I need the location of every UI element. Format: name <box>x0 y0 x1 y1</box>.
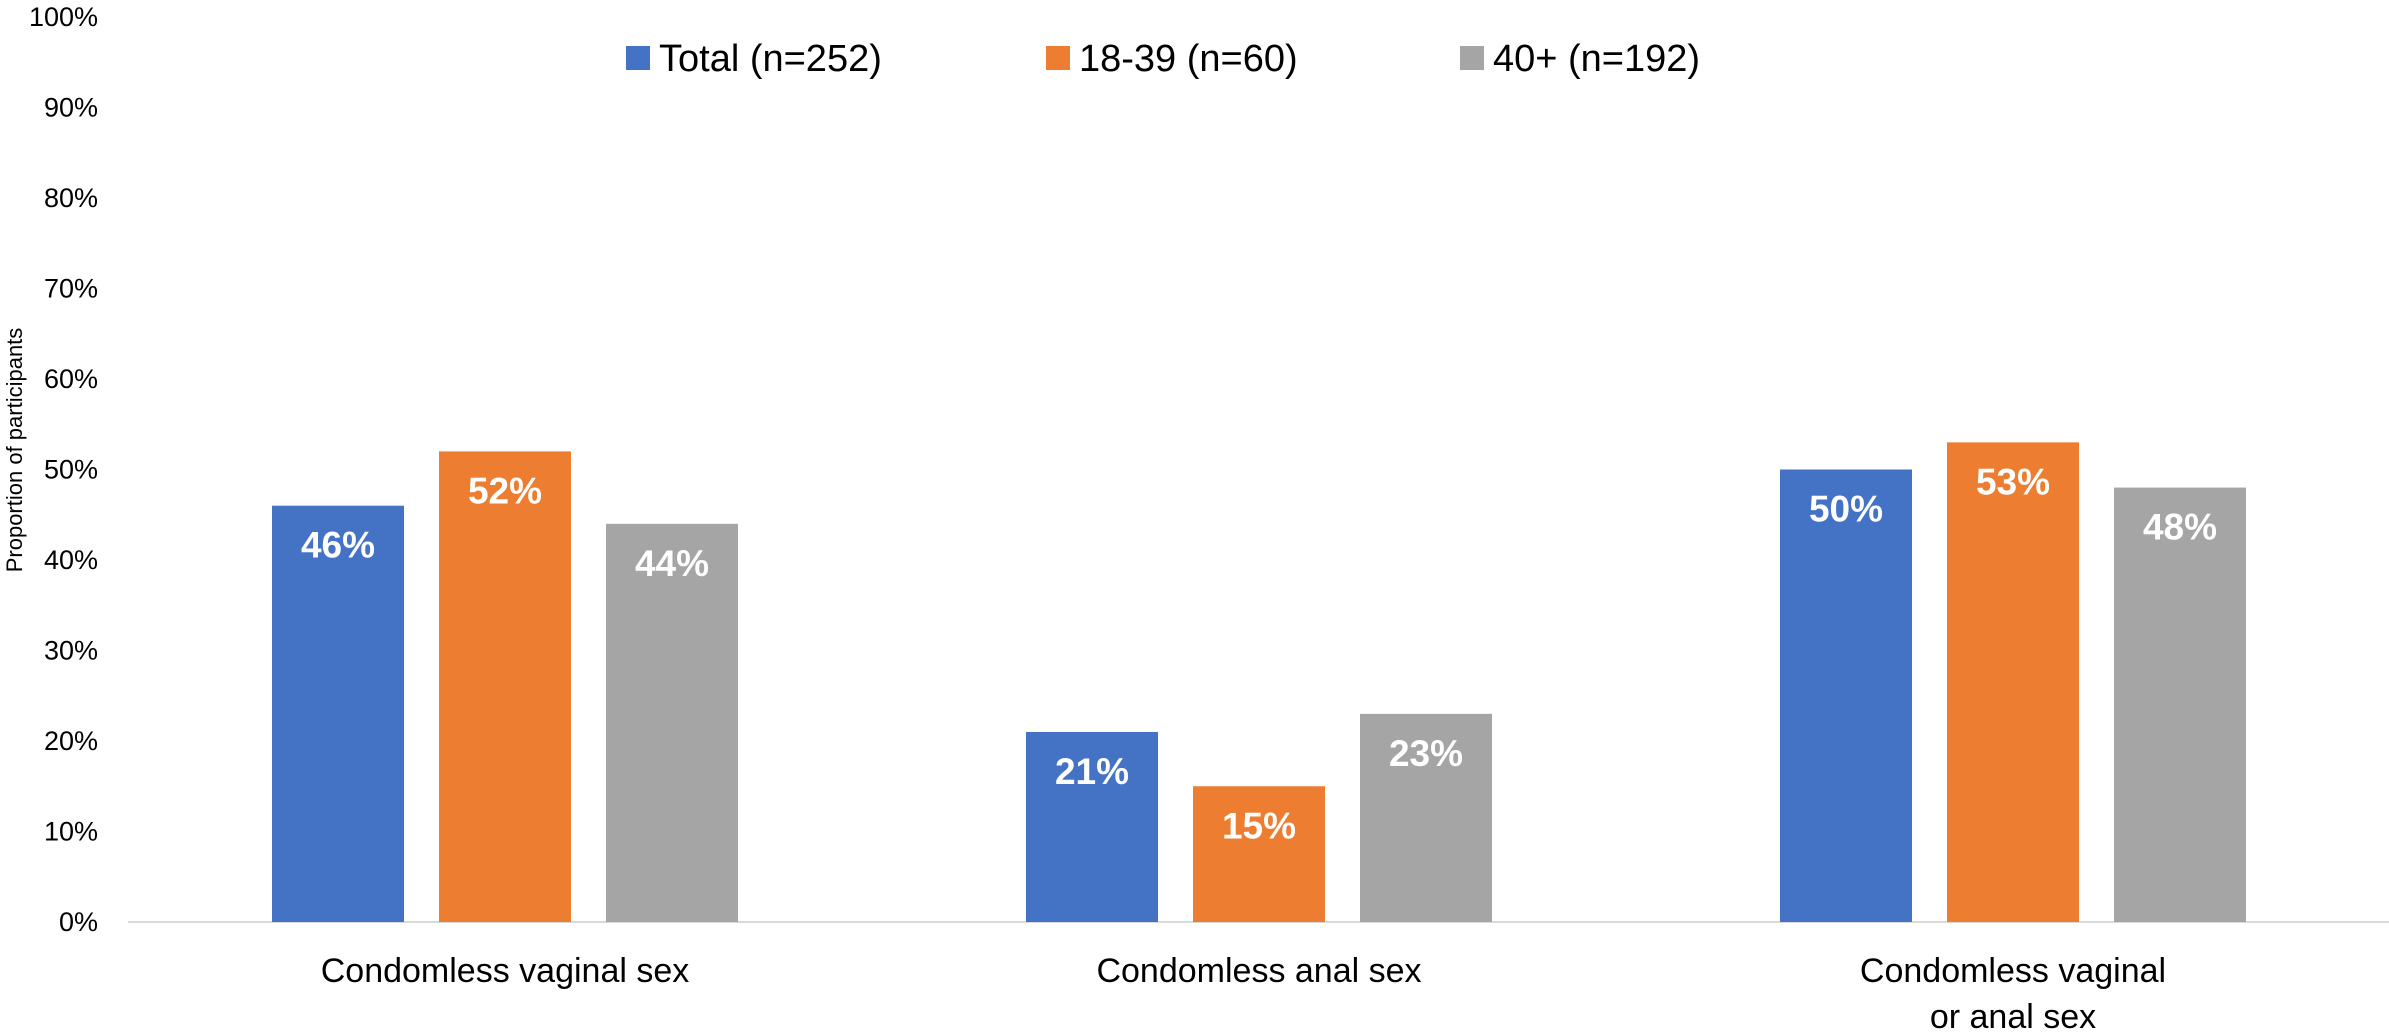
y-tick-label: 60% <box>44 364 98 394</box>
bar <box>1947 442 2079 922</box>
y-tick-label: 10% <box>44 817 98 847</box>
y-tick-label: 40% <box>44 545 98 575</box>
x-category-label: Condomless vaginal <box>1860 952 2166 990</box>
bar <box>1193 786 1325 922</box>
data-label: 21% <box>1055 751 1129 792</box>
bar <box>2114 487 2246 922</box>
data-label: 52% <box>468 470 542 511</box>
x-category-label: Condomless vaginal sex <box>321 952 690 990</box>
y-tick-label: 70% <box>44 274 98 304</box>
data-label: 15% <box>1222 805 1296 846</box>
bar <box>1026 731 1158 922</box>
y-tick-label: 80% <box>44 183 98 213</box>
data-label: 44% <box>635 543 709 584</box>
data-label: 46% <box>301 525 375 566</box>
y-tick-label: 0% <box>59 907 98 937</box>
bar <box>272 505 404 922</box>
y-tick-label: 100% <box>29 2 98 32</box>
y-tick-label: 20% <box>44 726 98 756</box>
data-label: 53% <box>1976 461 2050 502</box>
legend-label: 40+ (n=192) <box>1493 38 1700 80</box>
y-tick-label: 90% <box>44 93 98 123</box>
bar <box>1780 469 1912 922</box>
legend-swatch <box>1046 46 1070 70</box>
bar <box>439 451 571 922</box>
data-label: 48% <box>2143 507 2217 548</box>
data-label: 50% <box>1809 489 1883 530</box>
legend-label: 18-39 (n=60) <box>1079 38 1298 80</box>
legend-swatch <box>626 46 650 70</box>
x-category-label: or anal sex <box>1930 998 2096 1033</box>
y-tick-label: 50% <box>44 455 98 485</box>
bar <box>1360 713 1492 922</box>
legend-swatch <box>1460 46 1484 70</box>
y-tick-label: 30% <box>44 636 98 666</box>
y-axis-title: Proportion of participants <box>2 328 27 573</box>
data-label: 23% <box>1389 733 1463 774</box>
legend-label: Total (n=252) <box>659 38 882 80</box>
x-category-label: Condomless anal sex <box>1096 952 1421 990</box>
bar <box>606 523 738 922</box>
